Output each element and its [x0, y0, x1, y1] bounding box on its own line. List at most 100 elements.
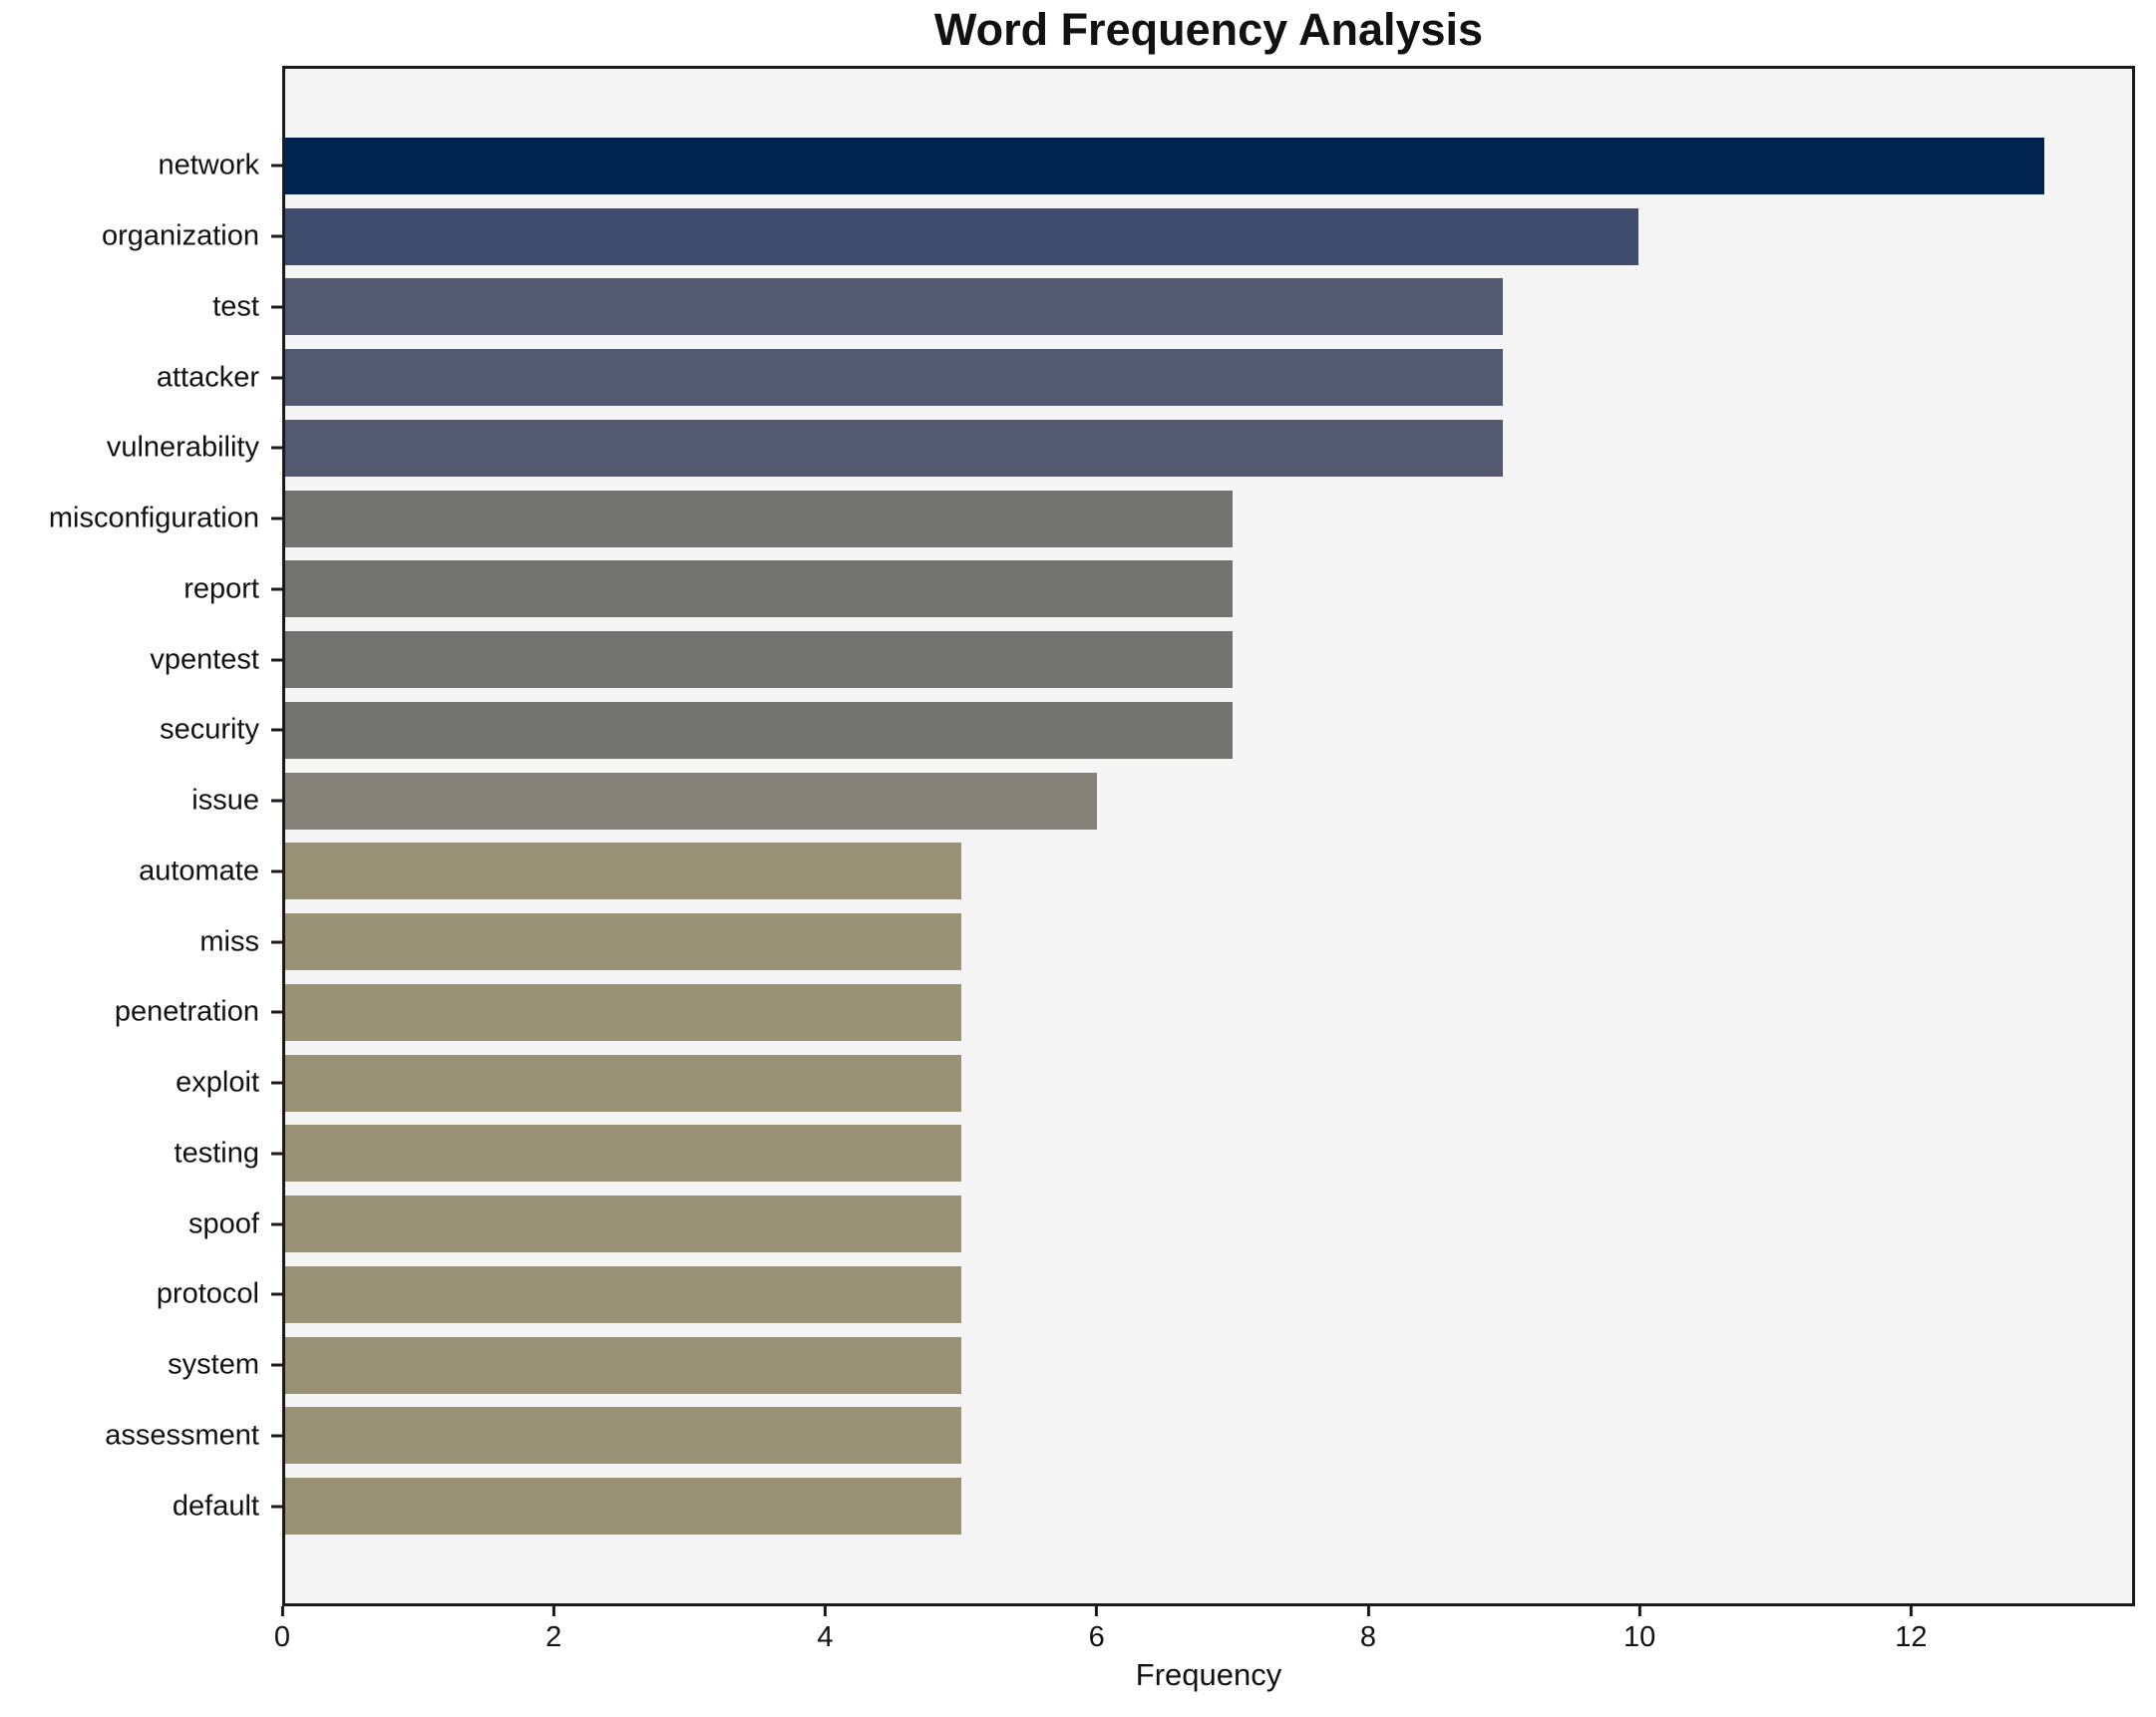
bar-row: misconfiguration: [49, 484, 2132, 554]
bar: [285, 207, 1638, 265]
bar-row: default: [173, 1471, 2132, 1542]
x-tick: 8: [1360, 1606, 1376, 1654]
y-tick-label: vulnerability: [106, 431, 259, 464]
bar-row: penetration: [115, 977, 2132, 1048]
x-tick-label: 12: [1895, 1621, 1928, 1653]
bar-row: attacker: [157, 342, 2132, 413]
x-tick-mark: [1637, 1606, 1641, 1616]
x-tick: 4: [817, 1606, 834, 1654]
y-tick-label: issue: [191, 784, 259, 817]
bar: [285, 843, 962, 900]
bar-row: testing: [175, 1119, 2132, 1190]
y-tick-mark: [271, 1152, 282, 1156]
y-tick-label: organization: [102, 219, 259, 252]
bar: [285, 913, 962, 971]
x-tick: 12: [1895, 1606, 1928, 1654]
x-tick-mark: [823, 1606, 827, 1616]
x-axis: 0 2 4 6 8 10 12: [274, 1606, 2135, 1666]
bar-row: test: [212, 272, 2132, 343]
x-tick-mark: [1366, 1606, 1370, 1616]
y-tick-mark: [271, 1505, 282, 1509]
y-tick-mark: [271, 164, 282, 168]
y-tick-label: system: [168, 1348, 259, 1381]
bar-row: issue: [191, 766, 2132, 837]
y-tick-label: network: [158, 149, 259, 181]
bar-row: security: [160, 695, 2132, 766]
x-tick-mark: [551, 1606, 555, 1616]
y-tick-label: protocol: [156, 1277, 259, 1310]
bar: [285, 490, 1233, 547]
x-axis-label: Frequency: [1135, 1657, 1282, 1692]
y-tick-mark: [271, 658, 282, 662]
bar-row: network: [158, 131, 2132, 201]
x-tick-label: 4: [817, 1621, 834, 1653]
y-tick-mark: [271, 1363, 282, 1367]
y-tick-label: testing: [174, 1137, 259, 1170]
bar-row: protocol: [157, 1259, 2132, 1330]
bar: [285, 349, 1504, 407]
x-tick: 6: [1089, 1606, 1105, 1654]
bar-row: report: [183, 554, 2132, 625]
y-tick-mark: [271, 376, 282, 380]
y-tick-label: penetration: [114, 995, 259, 1028]
y-tick-mark: [271, 1434, 282, 1438]
plot-area: network organization test attacker vulnerabi…: [49, 66, 2135, 1606]
bar: [285, 560, 1233, 618]
bar: [285, 137, 2044, 194]
bar: [285, 1336, 962, 1394]
y-tick-label: vpentest: [150, 643, 259, 676]
y-tick-mark: [271, 234, 282, 238]
y-tick-mark: [271, 446, 282, 450]
y-tick-mark: [271, 940, 282, 944]
bar-row: vulnerability: [107, 413, 2132, 484]
x-tick-label: 2: [545, 1621, 562, 1653]
y-tick-mark: [271, 799, 282, 803]
y-tick-mark: [271, 1081, 282, 1085]
bar-row: system: [168, 1330, 2132, 1401]
y-tick-mark: [271, 1292, 282, 1296]
x-tick-label: 8: [1359, 1621, 1377, 1653]
bar-row: spoof: [188, 1189, 2132, 1259]
y-tick-label: security: [160, 713, 259, 746]
y-tick-mark: [271, 516, 282, 520]
y-tick-label: spoof: [188, 1207, 259, 1240]
bar: [285, 278, 1504, 336]
bar: [285, 772, 1098, 830]
bar: [285, 1265, 962, 1323]
x-tick: 10: [1623, 1606, 1655, 1654]
bar: [285, 631, 1233, 689]
bar: [285, 1478, 962, 1536]
x-tick-label: 10: [1623, 1621, 1656, 1653]
bar: [285, 1196, 962, 1253]
x-tick-mark: [280, 1606, 284, 1616]
bar-row: miss: [199, 906, 2132, 977]
y-tick-mark: [271, 587, 282, 591]
x-tick-mark: [1909, 1606, 1913, 1616]
x-tick: 0: [274, 1606, 290, 1654]
x-tick-label: 0: [273, 1621, 291, 1653]
y-tick-label: report: [183, 572, 259, 605]
bar-row: assessment: [105, 1401, 2132, 1472]
y-tick-label: misconfiguration: [48, 502, 259, 534]
bar-row: automate: [139, 837, 2132, 907]
bar: [285, 1054, 962, 1112]
y-tick-label: attacker: [156, 361, 259, 394]
x-tick-mark: [1095, 1606, 1099, 1616]
y-tick-mark: [271, 1010, 282, 1014]
y-tick-label: assessment: [105, 1419, 259, 1452]
y-tick-label: automate: [139, 855, 259, 887]
y-tick-label: exploit: [176, 1066, 259, 1099]
y-tick-mark: [271, 869, 282, 873]
y-tick-mark: [271, 305, 282, 309]
x-tick: 2: [545, 1606, 561, 1654]
y-tick-label: test: [212, 290, 259, 323]
x-tick-label: 6: [1088, 1621, 1105, 1653]
y-tick-mark: [271, 728, 282, 732]
y-tick-mark: [271, 1222, 282, 1226]
bar-row: exploit: [176, 1048, 2132, 1119]
bar: [285, 983, 962, 1041]
y-tick-label: miss: [199, 925, 259, 958]
y-tick-label: default: [172, 1490, 259, 1523]
bar-row: organization: [102, 201, 2132, 272]
bar-row: vpentest: [150, 624, 2132, 695]
